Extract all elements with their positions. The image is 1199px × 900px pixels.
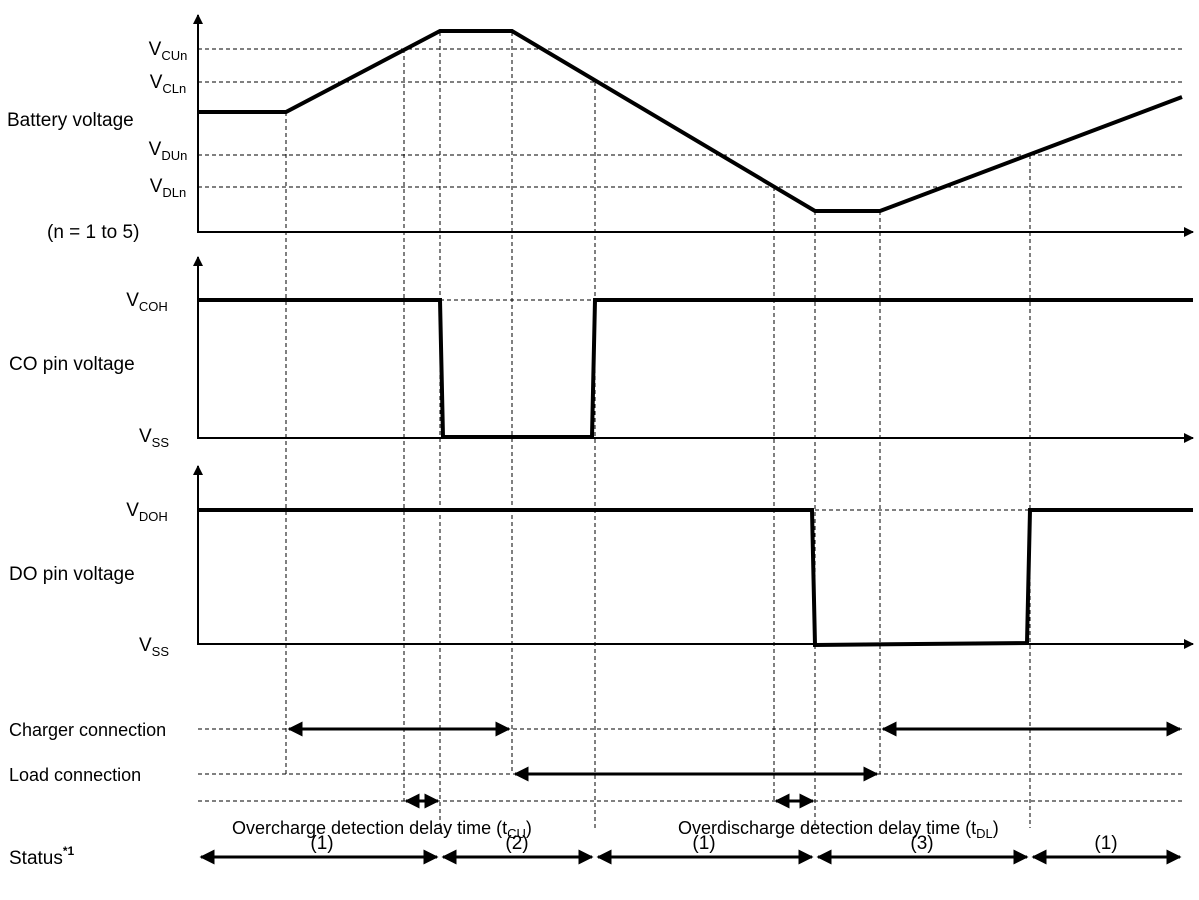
vcln-label: VCLn	[150, 72, 187, 96]
axes	[193, 13, 1194, 649]
status-2: (2)	[505, 833, 528, 854]
vdun-label: VDUn	[149, 139, 188, 163]
vcoh-label: VCOH	[126, 290, 168, 314]
status-1b: (1)	[692, 833, 715, 854]
battery-voltage-label: Battery voltage	[7, 110, 134, 131]
status-3: (3)	[910, 833, 933, 854]
vdln-label: VDLn	[150, 176, 187, 200]
load-connection-label: Load connection	[9, 765, 141, 785]
co-axes	[193, 256, 1194, 443]
battery-voltage-trace	[198, 29, 1183, 213]
do-axes	[193, 465, 1194, 649]
charger-connection-label: Charger connection	[9, 720, 166, 740]
co-vss-label: VSS	[139, 426, 169, 450]
vdoh-label: VDOH	[126, 500, 168, 524]
n-range-note: (n = 1 to 5)	[47, 222, 139, 243]
status-1c: (1)	[1094, 833, 1117, 854]
vcun-label: VCUn	[149, 39, 188, 63]
status-label: Status*1	[9, 844, 75, 869]
overcharge-delay-label: Overcharge detection delay time (tCU)	[232, 818, 532, 841]
co-pin-voltage-label: CO pin voltage	[9, 354, 135, 375]
do-vss-label: VSS	[139, 635, 169, 659]
do-pin-trace	[198, 508, 1193, 648]
do-pin-voltage-label: DO pin voltage	[9, 564, 135, 585]
status-1a: (1)	[310, 833, 333, 854]
waveforms	[198, 29, 1193, 648]
connection-arrows	[287, 721, 1182, 809]
overdischarge-delay-label: Overdischarge detection delay time (tDL)	[678, 818, 999, 841]
co-pin-trace	[198, 298, 1193, 439]
battery-axes	[193, 13, 1194, 237]
